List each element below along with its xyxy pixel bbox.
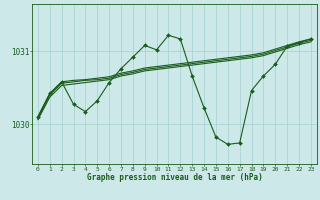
X-axis label: Graphe pression niveau de la mer (hPa): Graphe pression niveau de la mer (hPa) [86,173,262,182]
